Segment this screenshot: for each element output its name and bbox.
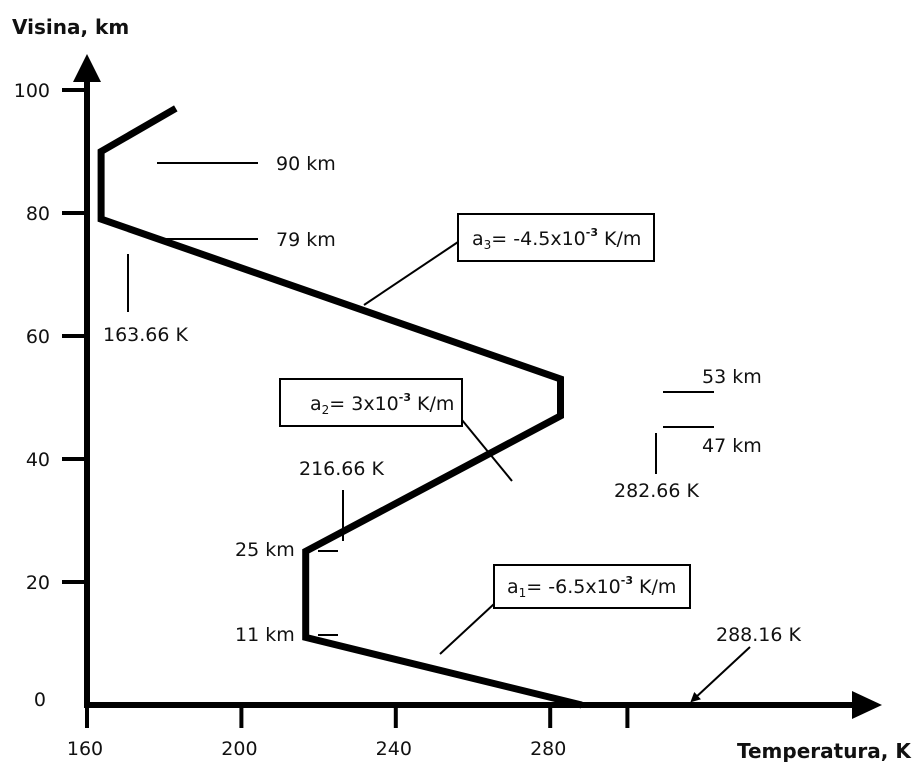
label-11km: 11 km bbox=[235, 624, 295, 646]
arrow-288k-line bbox=[690, 646, 751, 703]
label-25km: 25 km bbox=[235, 539, 295, 561]
leader-lines bbox=[127, 162, 751, 703]
y-tick-label: 80 bbox=[26, 203, 50, 225]
box-a3-text: a3= -4.5x10-3 K/m bbox=[472, 226, 641, 252]
gradient-box-a3: a3= -4.5x10-3 K/m bbox=[457, 213, 655, 262]
y-axis-title: Visina, km bbox=[12, 15, 129, 39]
x-axis-arrow-icon bbox=[852, 691, 882, 719]
label-47km: 47 km bbox=[702, 435, 762, 457]
x-ticks: 160 200 240 280 bbox=[67, 705, 630, 760]
x-axis-title: Temperatura, K bbox=[737, 739, 912, 762]
box-a2-frame bbox=[279, 378, 463, 427]
y-tick-label: 40 bbox=[26, 449, 50, 471]
y-ticks: 0 20 40 60 80 100 bbox=[14, 80, 87, 711]
y-tick-label: 20 bbox=[26, 572, 50, 594]
label-288k: 288.16 K bbox=[716, 624, 802, 646]
y-tick-label: 0 bbox=[34, 689, 46, 711]
leader-a3 bbox=[363, 241, 459, 306]
label-282k: 282.66 K bbox=[614, 480, 700, 502]
leader-a2 bbox=[461, 419, 513, 482]
label-90km: 90 km bbox=[276, 153, 336, 175]
y-axis-arrow-icon bbox=[73, 54, 101, 82]
axes bbox=[73, 54, 882, 719]
y-tick-label: 100 bbox=[14, 80, 50, 102]
label-216k: 216.66 K bbox=[299, 458, 385, 480]
box-a2-text: a2= 3x10-3 K/m bbox=[310, 391, 454, 417]
x-tick-label: 240 bbox=[376, 738, 412, 760]
leader-a1 bbox=[439, 603, 495, 655]
temperature-profile-line bbox=[97, 105, 583, 709]
gradient-box-a1: a1= -6.5x10-3 K/m bbox=[493, 564, 691, 609]
x-tick-label: 280 bbox=[530, 738, 566, 760]
box-a3-frame bbox=[457, 213, 655, 262]
label-53km: 53 km bbox=[702, 366, 762, 388]
gradient-box-a2: a2= 3x10-3 K/m bbox=[279, 378, 463, 427]
box-a1-frame bbox=[493, 564, 691, 609]
box-a1-text: a1= -6.5x10-3 K/m bbox=[507, 574, 676, 600]
label-163k: 163.66 K bbox=[103, 324, 189, 346]
label-79km: 79 km bbox=[276, 229, 336, 251]
y-tick-label: 60 bbox=[26, 326, 50, 348]
x-tick-label: 160 bbox=[67, 738, 103, 760]
x-tick-label: 200 bbox=[221, 738, 257, 760]
